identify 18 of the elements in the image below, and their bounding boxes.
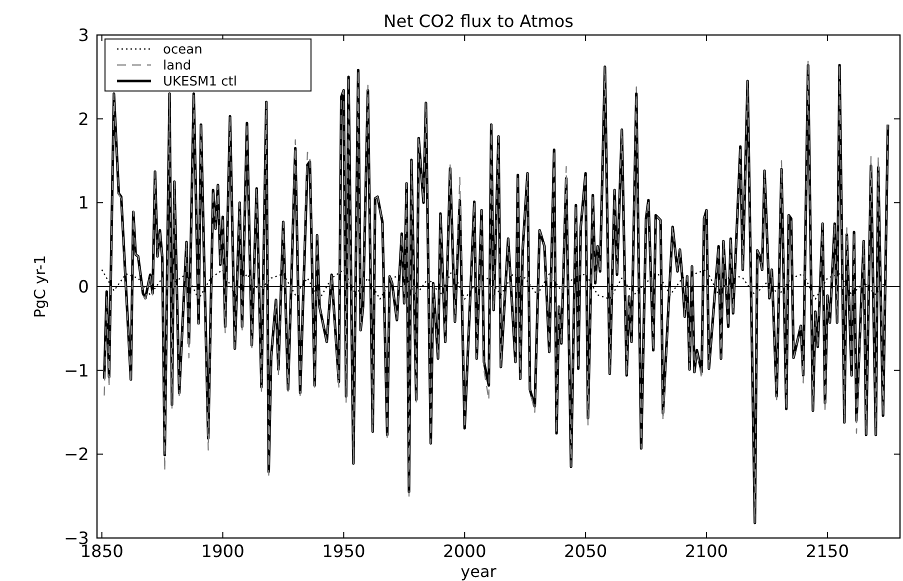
x-tick-label: 2150 [806,542,850,562]
legend-label: ocean [163,42,202,58]
x-tick-label: 2100 [684,542,728,562]
y-tick-label: 3 [78,26,89,46]
legend-label: UKESM1 ctl [163,74,237,90]
y-tick-label: 0 [78,277,89,298]
y-axis-title: PgC yr-1 [31,255,49,318]
y-tick-label: −2 [64,445,89,466]
y-tick-label: −1 [64,361,89,382]
x-tick-label: 2050 [564,542,608,562]
y-tick-label: 1 [78,194,89,214]
x-tick-label: 1950 [322,542,366,562]
x-tick-label: 1900 [201,542,244,562]
legend-label: land [163,58,192,74]
x-axis-title: year [460,562,497,581]
y-tick-label: 2 [78,110,89,130]
x-tick-label: 2000 [443,542,486,562]
chart-title: Net CO2 flux to Atmos [384,12,574,32]
